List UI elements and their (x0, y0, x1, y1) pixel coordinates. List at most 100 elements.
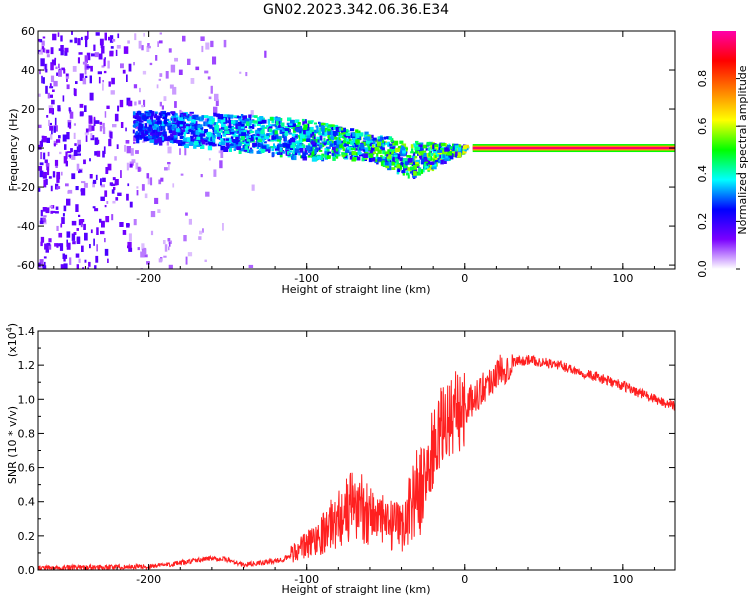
heatmap-cell (279, 129, 284, 135)
heatmap-cell (54, 159, 59, 167)
heatmap-cell (344, 129, 349, 132)
heatmap-cell (102, 83, 104, 91)
heatmap-cell (287, 117, 292, 122)
heatmap-cell (78, 258, 81, 263)
heatmap-cell (158, 179, 162, 185)
heatmap-cell (349, 156, 353, 160)
heatmap-cell (259, 116, 264, 120)
heatmap-cell (95, 120, 100, 124)
heatmap-cell (302, 156, 307, 161)
heatmap-cell (119, 222, 124, 227)
heatmap-cell (438, 147, 442, 152)
heatmap-cell (216, 136, 220, 140)
heatmap-cell (318, 147, 321, 151)
heatmap-cell (228, 117, 231, 121)
heatmap-cell (56, 243, 59, 248)
heatmap-cell (42, 77, 45, 84)
heatmap-cell (252, 120, 258, 123)
heatmap-cell (291, 123, 297, 127)
colorbar-tick-label: 0.2 (696, 213, 709, 231)
heatmap-cell (176, 139, 182, 144)
heatmap-cell (132, 129, 135, 134)
heatmap-cell (433, 147, 437, 153)
heatmap-cell (397, 167, 401, 173)
heatmap-cell (289, 123, 293, 126)
heatmap-cell (411, 161, 416, 167)
heatmap-cell (160, 126, 163, 131)
heatmap-cell (191, 121, 195, 126)
heatmap-cell (402, 148, 406, 154)
heatmap-cell (239, 71, 242, 74)
heatmap-cell (313, 129, 318, 133)
heatmap-cell (150, 230, 154, 236)
heatmap-cell (233, 148, 236, 151)
heatmap-cell (152, 125, 156, 129)
heatmap-cell (419, 151, 424, 155)
heatmap-cell (260, 141, 264, 145)
heatmap-cell (47, 151, 50, 157)
heatmap-cell (238, 135, 240, 140)
heatmap-cell (273, 145, 277, 149)
heatmap-cell (73, 123, 76, 126)
heatmap-cell (224, 126, 229, 131)
heatmap-cell (322, 130, 325, 135)
snr-series (38, 354, 675, 570)
heatmap-cell (111, 189, 115, 194)
heatmap-cell (38, 144, 42, 150)
heatmap-cell (128, 100, 133, 107)
heatmap-cell (407, 168, 412, 172)
heatmap-cell (104, 57, 106, 60)
heatmap-cell (415, 161, 419, 165)
heatmap-cell (384, 152, 390, 156)
heatmap-cell (456, 153, 462, 158)
heatmap-cell (243, 129, 246, 133)
heatmap-cell (112, 124, 117, 128)
heatmap-cell (395, 153, 401, 159)
spectrogram-cells (38, 31, 675, 269)
heatmap-cell (419, 155, 423, 159)
heatmap-cell (40, 209, 43, 217)
heatmap-cell (152, 129, 155, 133)
heatmap-cell (78, 214, 81, 217)
heatmap-cell (336, 140, 342, 145)
heatmap-cell (88, 124, 92, 132)
heatmap-cell (403, 166, 406, 171)
heatmap-cell (335, 137, 339, 143)
heatmap-cell (318, 130, 322, 136)
heatmap-cell (190, 78, 195, 84)
heatmap-cell (127, 245, 131, 249)
heatmap-cell (66, 231, 71, 238)
heatmap-cell (346, 147, 351, 151)
heatmap-cell (198, 129, 201, 132)
heatmap-cell (414, 146, 419, 151)
heatmap-cell (415, 140, 419, 144)
y-tick-label: -40 (17, 220, 35, 233)
heatmap-cell (241, 141, 246, 145)
heatmap-cell (157, 209, 161, 213)
heatmap-cell (178, 117, 183, 121)
heatmap-cell (156, 120, 162, 125)
heatmap-cell (41, 75, 43, 84)
heatmap-cell (434, 144, 438, 147)
heatmap-cell (240, 148, 245, 152)
heatmap-cell (461, 145, 464, 148)
heatmap-cell (94, 208, 99, 212)
y-tick-label: 1.2 (18, 359, 36, 372)
heatmap-cell (107, 163, 112, 171)
heatmap-cell (300, 134, 305, 139)
heatmap-cell (64, 47, 69, 53)
heatmap-cell (44, 64, 47, 70)
heatmap-cell (55, 206, 59, 210)
heatmap-cell (386, 154, 392, 159)
heatmap-cell (267, 138, 271, 142)
heatmap-cell (60, 45, 64, 52)
x-tick-label: 100 (612, 272, 633, 285)
heatmap-cell (299, 131, 303, 136)
heatmap-cell (60, 264, 65, 269)
heatmap-cell (91, 125, 95, 131)
heatmap-cell (134, 33, 137, 41)
heatmap-cell (140, 251, 145, 258)
heatmap-cell (358, 147, 362, 152)
heatmap-cell (307, 128, 310, 131)
heatmap-cell (161, 125, 166, 131)
